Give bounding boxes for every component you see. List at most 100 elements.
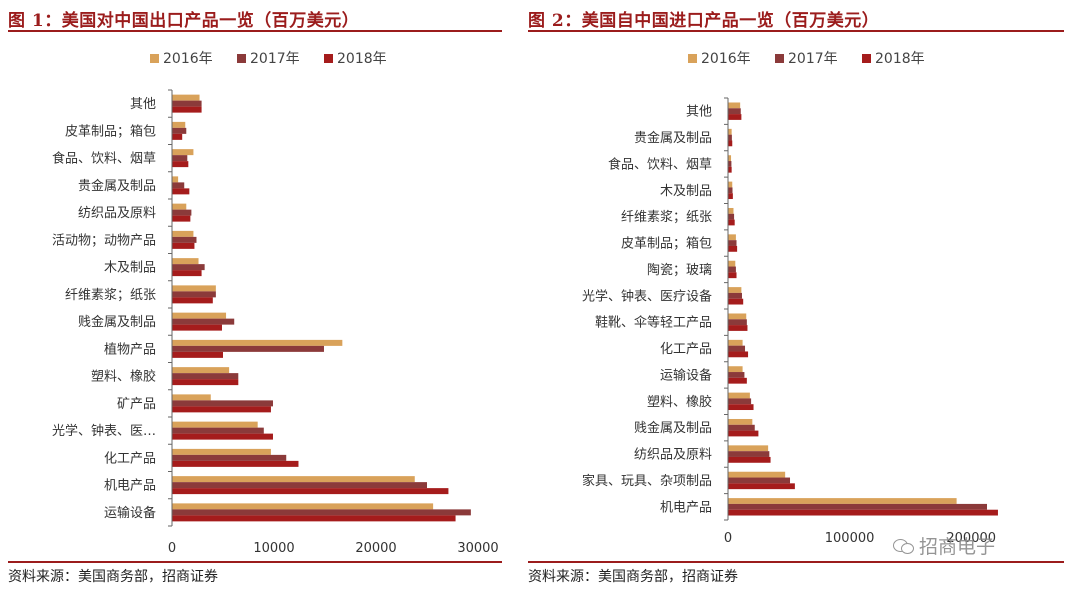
bar — [728, 445, 769, 452]
bar — [728, 213, 735, 220]
left-title-rule — [8, 30, 502, 32]
x-tick-label: 100000 — [825, 531, 875, 546]
legend-swatch-1 — [237, 54, 246, 63]
left-chart-title: 图 1：美国对中国出口产品一览（百万美元） — [8, 11, 360, 31]
bar — [172, 324, 222, 331]
watermark-text: 招商电子 — [919, 536, 996, 558]
category-label: 鞋靴、伞等轻工产品 — [595, 315, 712, 331]
category-label: 食品、饮料、烟草 — [52, 151, 156, 167]
left-source-rule — [8, 561, 502, 563]
bar — [172, 515, 456, 522]
bar — [728, 266, 736, 273]
category-label: 光学、钟表、医… — [52, 423, 156, 439]
bar — [728, 498, 957, 504]
bar — [728, 287, 742, 293]
bar — [728, 366, 743, 373]
legend-label-2: 2018年 — [337, 51, 387, 67]
bar — [172, 379, 239, 386]
category-label: 贵金属及制品 — [634, 130, 712, 146]
bar — [172, 318, 235, 325]
category-label: 纤维素浆；纸张 — [621, 210, 712, 225]
x-tick-label: 0 — [724, 531, 732, 546]
bar — [172, 270, 202, 277]
bar — [728, 260, 736, 267]
x-tick-label: 20000 — [355, 541, 396, 556]
bar — [172, 94, 200, 101]
bar — [172, 230, 194, 237]
category-label: 化工产品 — [104, 451, 156, 466]
bar — [172, 215, 191, 222]
bar — [728, 128, 732, 135]
bar — [728, 272, 737, 279]
watermark: 招商电子 — [893, 532, 995, 559]
legend-swatch-0 — [688, 54, 697, 63]
bar — [728, 509, 998, 516]
bar — [172, 460, 299, 467]
bar — [728, 372, 745, 378]
bar — [172, 285, 216, 292]
bar — [172, 264, 205, 271]
bar — [172, 161, 189, 168]
category-label: 陶瓷；玻璃 — [647, 262, 712, 278]
bar — [728, 398, 752, 405]
bar — [172, 339, 343, 346]
category-label: 运输设备 — [104, 505, 156, 521]
bar — [728, 377, 747, 384]
category-label: 纺织品及原料 — [78, 206, 156, 221]
category-label: 纤维素浆；纸张 — [65, 288, 156, 303]
category-label: 活动物；动物产品 — [52, 233, 156, 248]
bar — [172, 242, 195, 249]
bar — [728, 292, 742, 299]
bar — [172, 367, 230, 374]
bar — [728, 219, 735, 226]
bar — [728, 166, 732, 173]
bar — [728, 114, 742, 120]
bar — [172, 488, 449, 495]
bar — [172, 373, 239, 380]
legend-swatch-2 — [862, 54, 871, 63]
bar — [728, 404, 754, 411]
category-label: 贵金属及制品 — [78, 178, 156, 194]
bar — [728, 207, 734, 214]
bar — [728, 240, 737, 246]
bar — [728, 451, 770, 457]
bar — [172, 297, 213, 304]
category-label: 光学、钟表、医疗设备 — [582, 288, 712, 304]
left-bar-chart: 2016年 2017年 2018年其他皮革制品；箱包食品、饮料、烟草贵金属及制品纺织… — [52, 51, 499, 556]
bar — [172, 106, 202, 113]
bar — [728, 234, 736, 241]
category-label: 食品、饮料、烟草 — [608, 156, 712, 172]
bar — [172, 448, 271, 455]
bar — [172, 121, 186, 128]
category-label: 纺织品及原料 — [634, 448, 712, 463]
bar — [728, 418, 753, 425]
bar — [172, 236, 197, 243]
bar — [172, 291, 216, 298]
bar — [728, 245, 738, 252]
category-label: 贱金属及制品 — [634, 420, 712, 436]
bar — [728, 155, 732, 162]
bar — [728, 108, 741, 115]
category-label: 木及制品 — [660, 184, 712, 199]
bar — [172, 482, 427, 489]
category-label: 塑料、橡胶 — [647, 394, 712, 410]
bar — [172, 182, 185, 189]
x-tick-label: 30000 — [457, 541, 498, 556]
bar — [728, 140, 733, 147]
bar — [728, 102, 741, 109]
bar — [728, 477, 791, 484]
legend-label-1: 2017年 — [250, 51, 300, 67]
bar — [172, 188, 190, 195]
bar — [172, 421, 258, 428]
category-label: 其他 — [686, 105, 712, 120]
bar — [728, 424, 755, 431]
legend-label-0: 2016年 — [163, 51, 213, 67]
bar — [172, 476, 415, 483]
bar — [728, 319, 747, 326]
bar — [172, 127, 187, 134]
x-tick-label: 200000 — [946, 531, 996, 546]
legend-label-0: 2016年 — [701, 51, 751, 67]
bar — [728, 193, 733, 200]
bar — [172, 155, 188, 162]
right-chart-title: 图 2：美国自中国进口产品一览（百万美元） — [528, 11, 880, 31]
